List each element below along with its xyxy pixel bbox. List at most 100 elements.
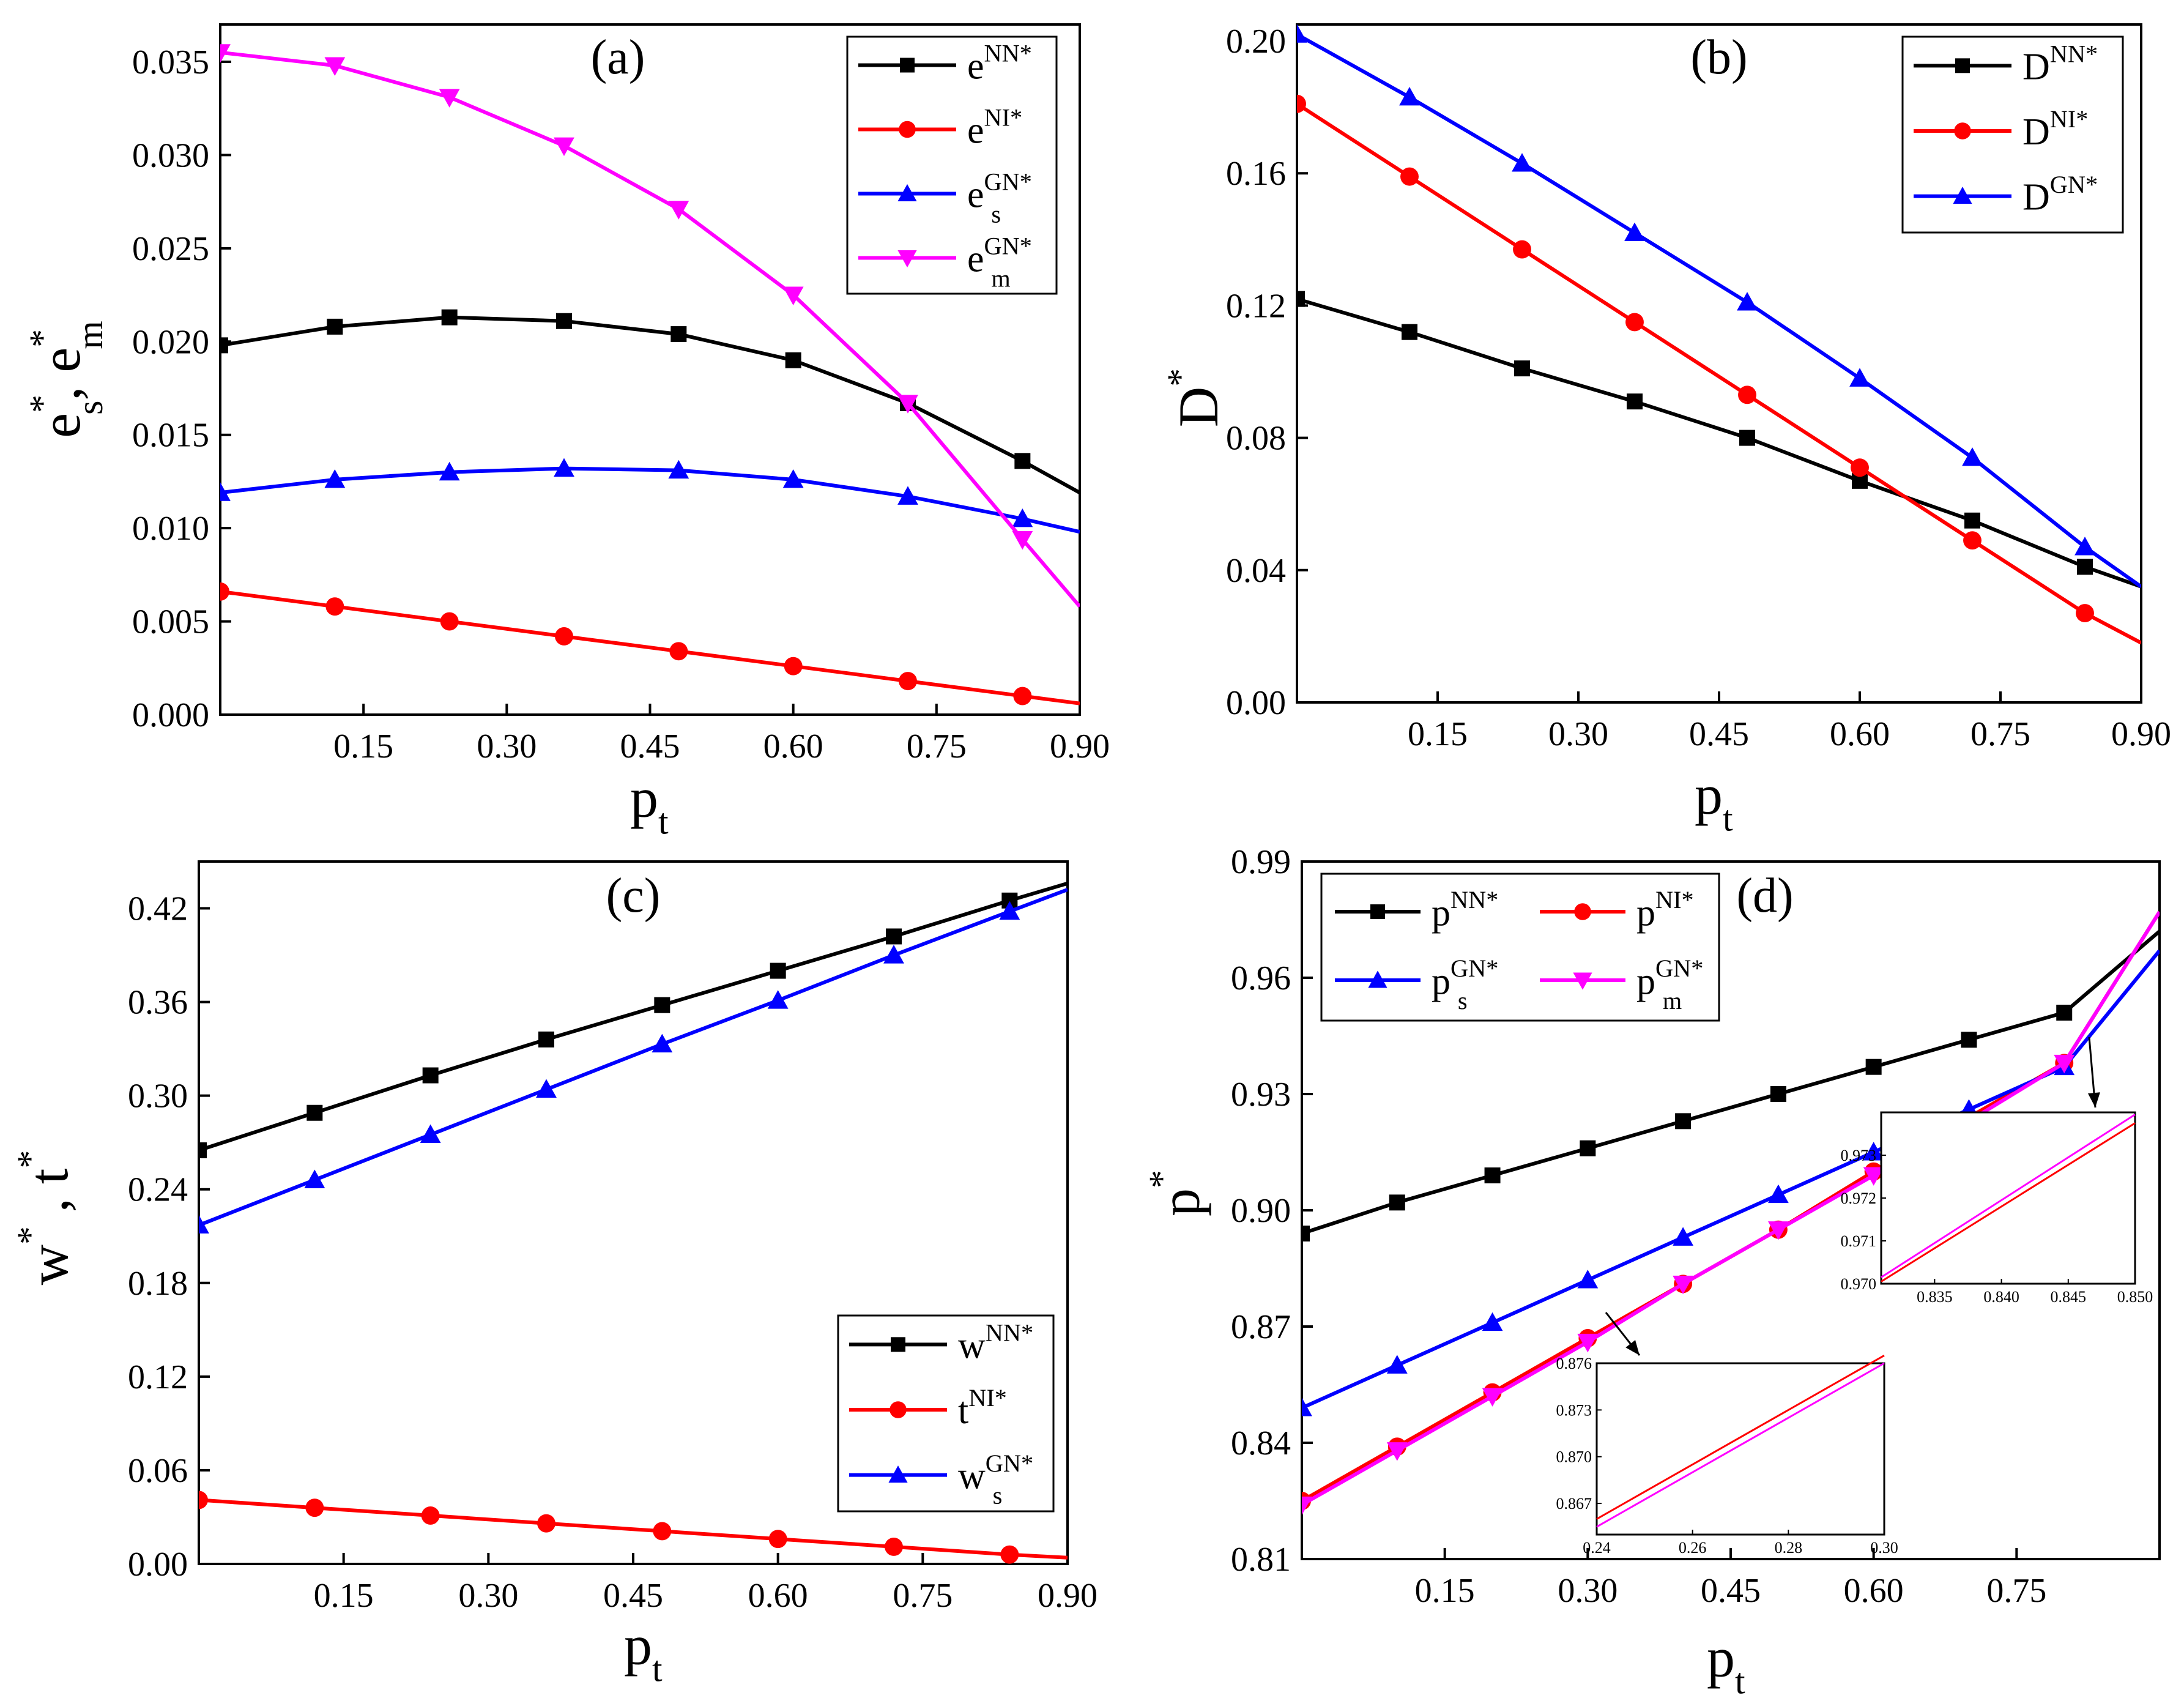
y-tick-label: 0.93	[1231, 1076, 1291, 1114]
marker-square	[785, 352, 801, 368]
series-line	[1302, 949, 2160, 1410]
x-tick-label: 0.75	[1986, 1572, 2046, 1610]
label-text: ,	[29, 373, 92, 401]
label-base: w	[958, 1456, 986, 1497]
label-sup: NN*	[986, 1319, 1033, 1346]
label-sup: *	[10, 1226, 50, 1245]
inset-y-tick-label: 0.876	[1556, 1355, 1592, 1372]
inset-frame	[1595, 1362, 1885, 1536]
label-sub: m	[70, 321, 110, 349]
marker-square	[2077, 559, 2093, 575]
y-tick-label: 0.36	[128, 984, 188, 1022]
marker-circle	[784, 657, 803, 676]
marker-triangle-up	[1962, 447, 1983, 466]
marker-triangle-up	[439, 461, 460, 481]
label-base: t	[17, 1168, 80, 1184]
marker-square	[422, 1067, 439, 1084]
series-2	[199, 888, 1068, 1234]
marker-triangle-up	[1624, 222, 1645, 242]
marker-square	[1389, 1194, 1405, 1211]
y-tick-label: 0.96	[1231, 959, 1291, 997]
marker-square	[891, 1337, 905, 1352]
inset-y-tick-label: 0.973	[1841, 1147, 1877, 1164]
marker-circle	[890, 1401, 907, 1418]
y-tick-label: 0.81	[1231, 1541, 1291, 1579]
marker-triangle-up	[536, 1079, 557, 1098]
x-tick-label: 0.15	[1415, 1572, 1475, 1610]
series-3	[1302, 910, 2160, 1516]
y-tick-label: 0.015	[132, 417, 209, 455]
label-sup: GN*	[1655, 955, 1703, 982]
marker-triangle-up	[554, 458, 574, 477]
inset-d-inset-upper: 0.835 0.840 0.845 0.850 0.970 0.971 0.972 0.973	[1841, 1037, 2153, 1306]
marker-square	[1297, 291, 1305, 307]
label-base: D	[2022, 46, 2050, 87]
x-tick-label: 0.75	[907, 728, 967, 765]
y-tick-label: 0.00	[128, 1546, 188, 1584]
marker-circle	[1513, 240, 1531, 259]
label-base: p	[1432, 892, 1450, 934]
inset-series-line	[1881, 1122, 2136, 1282]
marker-square	[1302, 1226, 1310, 1241]
x-tick-label: 0.45	[1701, 1572, 1761, 1610]
marker-circle	[1000, 1545, 1019, 1564]
y-tick-label: 0.12	[1226, 287, 1286, 325]
label-sub: m	[991, 264, 1010, 292]
label-sub: s	[991, 200, 1001, 228]
marker-square	[1402, 324, 1417, 340]
legend-item: pGN*m​	[1540, 955, 1703, 1014]
marker-square	[2056, 1005, 2073, 1021]
label-base: p	[1149, 1188, 1211, 1216]
marker-triangle-up	[1849, 368, 1870, 387]
marker-square	[1627, 393, 1643, 410]
y-tick-label: 0.00	[1226, 684, 1286, 722]
label-sup: NN*	[2050, 40, 2098, 67]
label-sup: GN*	[984, 168, 1032, 196]
x-tick-label: 0.30	[477, 728, 537, 765]
label-sup: *	[10, 1150, 50, 1169]
y-tick-label: 0.06	[128, 1452, 188, 1490]
marker-triangle-up	[1577, 1270, 1599, 1289]
x-tick-label: 0.90	[2111, 715, 2171, 753]
legend-item: wNN*​	[849, 1319, 1033, 1366]
marker-circle	[1400, 167, 1419, 186]
label-sup: NI*	[984, 104, 1023, 132]
marker-triangle-up	[1482, 1312, 1503, 1331]
label-base: e	[967, 174, 984, 216]
marker-square	[1955, 58, 1970, 73]
marker-triangle-down	[1386, 1442, 1408, 1461]
marker-circle	[1574, 903, 1591, 920]
legend-item: DNI*​	[1914, 105, 2088, 153]
x-tick-label: 0.45	[603, 1577, 663, 1615]
label-base: t	[958, 1390, 968, 1432]
series-0	[1302, 929, 2160, 1241]
marker-square	[886, 928, 902, 945]
label-sub: s	[1458, 987, 1468, 1014]
label-base: p	[1695, 764, 1723, 826]
marker-square	[770, 962, 786, 979]
marker-circle	[421, 1506, 440, 1525]
legend-box	[837, 1314, 1055, 1513]
x-axis-label: pt​	[1707, 1626, 1745, 1701]
marker-square	[1484, 1167, 1501, 1183]
panel-b: 0.15 0.30 0.45 0.60 0.75 0.90 0.00 0.04 0.08 0.12…	[1160, 23, 2171, 839]
label-base: p	[630, 767, 658, 829]
y-tick-label: 0.20	[1226, 23, 1286, 61]
marker-triangle-up	[1863, 1142, 1884, 1161]
legend-label: pGN*s​	[1432, 955, 1498, 1014]
marker-circle	[199, 1491, 208, 1509]
x-tick-label: 0.90	[1038, 1577, 1098, 1615]
marker-triangle-down	[1673, 1275, 1694, 1295]
x-tick-label: 0.30	[1548, 715, 1608, 753]
legend-label: eNI*​	[967, 104, 1022, 152]
legend-item: pGN*s​	[1335, 955, 1498, 1014]
marker-circle	[669, 642, 688, 661]
marker-circle	[2076, 604, 2094, 623]
x-tick-label: 0.45	[1689, 715, 1749, 753]
inset-x-tick-label: 0.835	[1917, 1288, 1953, 1306]
legend-label: DNI*​	[2022, 105, 2088, 153]
label-sub: s	[993, 1481, 1003, 1509]
label-sup: NN*	[1450, 886, 1498, 914]
y-tick-label: 0.84	[1231, 1424, 1291, 1462]
marker-triangle-down	[1482, 1388, 1503, 1407]
